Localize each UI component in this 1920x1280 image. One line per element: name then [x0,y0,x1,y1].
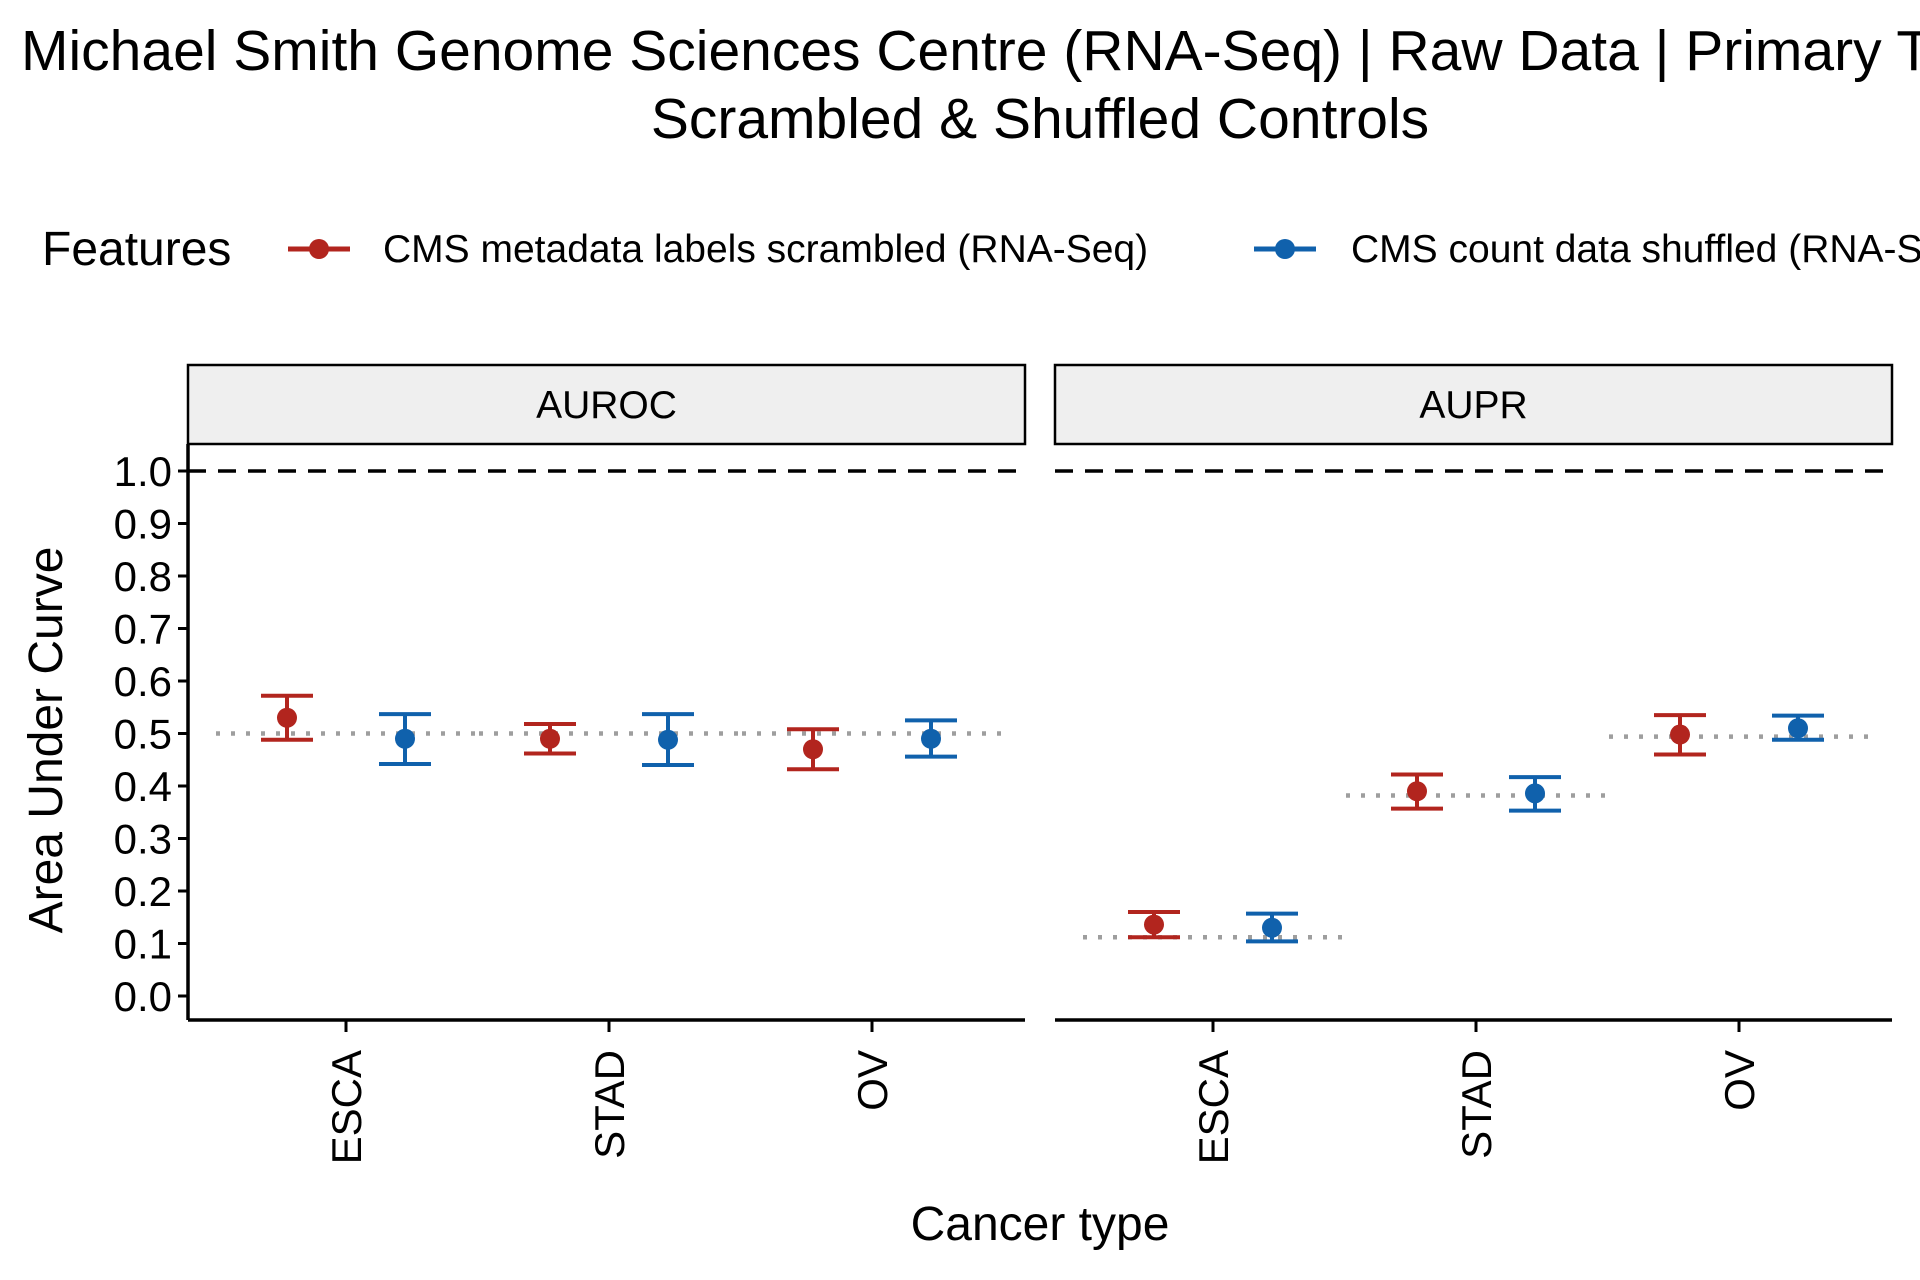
error-bar [1509,775,1561,813]
error-bar [379,712,431,766]
error-bar [261,693,313,742]
data-point [1407,781,1427,802]
y-tick-label: 0.6 [114,658,172,705]
error-bar [1128,910,1180,940]
y-tick-label: 0.0 [114,973,172,1020]
x-tick-label: STAD [586,1050,633,1159]
legend-key-point-shuffled [1275,239,1295,259]
chart-subtitle: Scrambled & Shuffled Controls [651,87,1429,151]
data-point [1144,914,1164,935]
legend-key-point-scrambled [309,239,329,259]
y-tick-label: 0.8 [114,553,172,600]
data-point [1788,718,1808,739]
x-axis-title: Cancer type [911,1198,1170,1251]
y-tick-label: 0.3 [114,816,172,863]
y-tick-label: 0.2 [114,868,172,915]
data-point [803,739,823,760]
y-tick-label: 1.0 [114,448,172,495]
y-tick-label: 0.1 [114,921,172,968]
error-bar [1772,713,1824,742]
legend-title: Features [42,223,231,276]
plot-area: AUROC 0.0 0.1 0.2 0.3 0.4 0.5 0.6 0.7 0.8 0.9 1.0 ES… [114,363,1894,1164]
error-bar [642,712,694,767]
error-bar [1391,772,1443,811]
legend-label-scrambled: CMS metadata labels scrambled (RNA-Seq) [383,228,1148,271]
strip-label: AUROC [536,384,677,427]
y-tick-label: 0.9 [114,501,172,548]
x-tick-label: STAD [1453,1050,1500,1159]
data-point [395,728,415,749]
x-tick-label: OV [1716,1050,1763,1111]
strip-box [186,363,1027,446]
chart-title: Michael Smith Genome Sciences Centre (RN… [21,19,1920,83]
y-axis-title: Area Under Curve [20,547,73,934]
error-bar [1654,713,1706,757]
data-point [921,728,941,749]
x-tick-label: ESCA [1190,1050,1237,1164]
x-tick-label: ESCA [323,1050,370,1164]
strip-label: AUPR [1419,384,1527,427]
data-point [658,729,678,750]
y-tick-label: 0.5 [114,711,172,758]
legend-entry-shuffled: CMS count data shuffled (RNA-Seq) [1254,228,1920,271]
strip-box [1053,363,1894,446]
legend-label-shuffled: CMS count data shuffled (RNA-Seq) [1351,228,1920,271]
panel-aupr: AUPR ESCA STAD OV [1053,363,1894,1164]
data-point [1525,783,1545,804]
data-point [1670,724,1690,745]
panel-auroc: AUROC 0.0 0.1 0.2 0.3 0.4 0.5 0.6 0.7 0.8 0.9 1.0 ES… [114,363,1027,1164]
data-point [540,728,560,749]
error-bar [1246,911,1298,944]
legend-entry-scrambled: CMS metadata labels scrambled (RNA-Seq) [288,228,1148,271]
data-point [1262,917,1282,938]
error-bar [787,727,839,772]
error-bar [524,722,576,756]
x-tick-label: OV [849,1050,896,1111]
error-bar [905,718,957,759]
legend: Features CMS metadata labels scrambled (… [42,223,1920,276]
y-tick-label: 0.7 [114,606,172,653]
data-point [277,707,297,728]
y-tick-label: 0.4 [114,763,172,810]
